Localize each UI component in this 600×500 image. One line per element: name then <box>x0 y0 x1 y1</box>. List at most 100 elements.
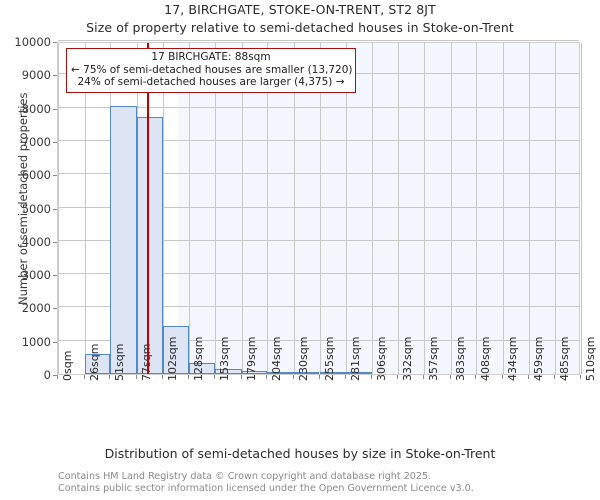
x-axis-tick-label: 0sqm <box>61 350 74 381</box>
x-axis-tick-label: 26sqm <box>87 343 101 381</box>
annotation-line-2: ← 75% of semi-detached houses are smalle… <box>71 63 353 76</box>
gridline-horizontal <box>58 173 579 175</box>
y-axis-tick-mark <box>53 241 57 243</box>
chart-title: 17, BIRCHGATE, STOKE-ON-TRENT, ST2 8JT <box>164 2 436 17</box>
gridline-vertical <box>424 43 426 374</box>
histogram-bar <box>319 372 347 374</box>
gridline-horizontal <box>58 339 579 341</box>
y-axis-tick-mark <box>53 175 57 177</box>
x-axis-tick-mark <box>109 375 111 379</box>
x-axis-tick-mark <box>135 375 137 379</box>
x-axis-tick-mark <box>527 375 529 379</box>
footer-attribution: Contains HM Land Registry data © Crown c… <box>58 471 578 494</box>
x-axis-tick-mark <box>580 375 581 379</box>
y-axis-tick-label: 2000 <box>21 301 51 316</box>
x-axis-tick-label: 204sqm <box>270 336 284 381</box>
gridline-vertical <box>450 43 452 374</box>
gridline-vertical <box>398 43 400 374</box>
x-axis-tick-label: 434sqm <box>506 336 520 381</box>
histogram-bar <box>346 372 372 374</box>
y-axis-tick-mark <box>53 208 57 210</box>
x-axis-tick-mark <box>213 375 215 379</box>
y-axis-label: Number of semi-detached properties <box>16 92 30 305</box>
x-axis-tick-label: 383sqm <box>453 336 467 381</box>
y-axis-tick-label: 5000 <box>21 201 51 216</box>
y-axis-tick-mark <box>53 375 57 376</box>
y-axis-tick-label: 7000 <box>21 134 51 149</box>
x-axis-tick-mark <box>292 375 294 379</box>
x-axis-label: Distribution of semi-detached houses by … <box>104 446 496 461</box>
x-axis-tick-label: 51sqm <box>113 343 127 381</box>
x-axis-tick-mark <box>423 375 425 379</box>
gridline-horizontal <box>58 40 579 41</box>
y-axis-tick-label: 3000 <box>21 268 51 283</box>
x-axis-tick-mark <box>554 375 556 379</box>
gridline-horizontal <box>58 206 579 208</box>
x-axis-tick-label: 255sqm <box>322 336 336 381</box>
histogram-bar <box>84 354 111 374</box>
x-axis-tick-label: 485sqm <box>558 336 572 381</box>
x-axis-tick-label: 408sqm <box>479 336 493 381</box>
gridline-vertical <box>84 43 86 374</box>
x-axis-tick-mark <box>266 375 268 379</box>
histogram-bar <box>136 116 163 374</box>
x-axis-tick-label: 128sqm <box>192 336 206 381</box>
gridline-vertical <box>189 43 191 374</box>
x-axis-tick-mark <box>475 375 477 379</box>
gridline-vertical <box>371 43 373 374</box>
gridline-horizontal <box>58 273 579 275</box>
x-axis-tick-label: 179sqm <box>244 336 258 381</box>
histogram-bar <box>110 105 137 374</box>
y-axis-tick-label: 8000 <box>21 101 51 116</box>
x-axis-tick-label: 459sqm <box>531 336 545 381</box>
gridline-vertical <box>267 43 269 374</box>
x-axis-tick-label: 306sqm <box>374 336 388 381</box>
y-axis-tick-label: 4000 <box>21 234 51 249</box>
chart-subtitle: Size of property relative to semi-detach… <box>86 20 514 35</box>
x-axis-tick-mark <box>83 375 85 379</box>
x-axis-tick-label: 510sqm <box>584 336 597 381</box>
x-axis-tick-mark <box>502 375 504 379</box>
property-annotation-box: 17 BIRCHGATE: 88sqm ← 75% of semi-detach… <box>66 48 356 93</box>
y-axis-tick-mark <box>53 308 57 310</box>
gridline-vertical <box>555 43 557 374</box>
property-marker-line <box>147 43 150 374</box>
x-axis-tick-mark <box>318 375 320 379</box>
histogram-bar <box>189 363 215 374</box>
x-axis-tick-mark <box>240 375 242 379</box>
histogram-bar <box>241 371 268 374</box>
x-axis-tick-mark <box>370 375 372 379</box>
gridline-horizontal <box>58 106 579 108</box>
y-axis-tick-mark <box>53 108 57 110</box>
histogram-bar <box>293 372 320 374</box>
histogram-bar <box>214 369 242 374</box>
gridline-vertical <box>476 43 478 374</box>
x-axis-tick-label: 332sqm <box>401 336 415 381</box>
gridline-vertical <box>346 43 348 374</box>
y-axis-tick-mark <box>53 275 57 277</box>
y-axis-tick-label: 10000 <box>14 35 51 49</box>
gridline-vertical <box>503 43 505 374</box>
histogram-bar <box>267 372 294 374</box>
gridline-horizontal <box>58 239 579 241</box>
gridline-vertical <box>319 43 321 374</box>
gridline-horizontal <box>58 139 579 141</box>
y-axis-tick-label: 9000 <box>21 68 51 83</box>
x-axis-tick-mark <box>188 375 190 379</box>
footer-line-1: Contains HM Land Registry data © Crown c… <box>58 471 432 482</box>
y-axis-tick-mark <box>53 141 57 143</box>
histogram-bar <box>162 326 190 374</box>
x-axis-tick-mark <box>449 375 451 379</box>
gridline-vertical <box>581 43 582 374</box>
footer-line-2: Contains public sector information licen… <box>58 482 474 494</box>
plot-area <box>57 40 582 375</box>
x-axis-tick-mark <box>397 375 399 379</box>
y-axis-tick-mark <box>53 341 57 343</box>
x-axis-tick-label: 230sqm <box>296 336 310 381</box>
annotation-line-3: 24% of semi-detached houses are larger (… <box>77 76 345 88</box>
x-axis-tick-label: 357sqm <box>427 336 441 381</box>
x-axis-tick-mark <box>161 375 163 379</box>
x-axis-tick-mark <box>345 375 347 379</box>
gridline-vertical <box>214 43 216 374</box>
